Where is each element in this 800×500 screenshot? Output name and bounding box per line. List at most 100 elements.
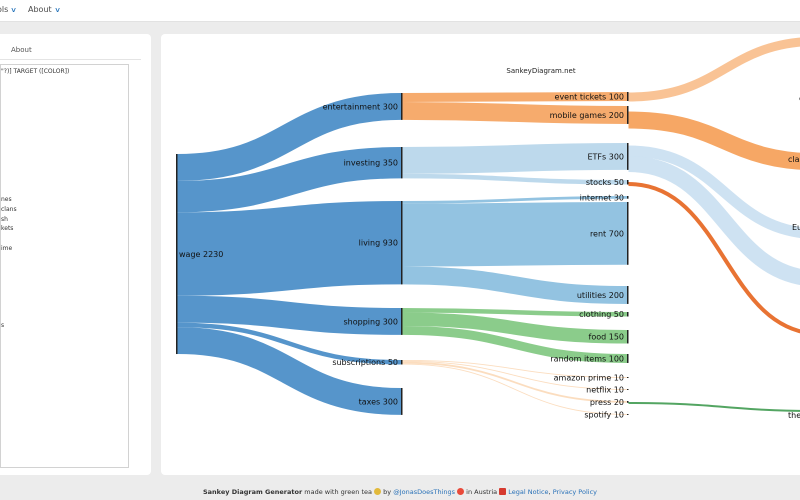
sankey-node-label: rent 700 [590, 229, 624, 238]
about-menu[interactable]: About ∨ [28, 5, 61, 14]
sankey-node-label: taxes 300 [359, 397, 398, 406]
sankey-node-label: random items 100 [550, 354, 624, 363]
sankey-node[interactable] [401, 147, 403, 179]
sankey-link[interactable] [402, 266, 628, 304]
sankey-node-label: the [788, 411, 800, 420]
footer-comma: , [548, 488, 551, 496]
sankey-links [177, 37, 800, 415]
sankey-node-label: shopping 300 [344, 317, 398, 326]
sankey-link[interactable] [177, 93, 402, 181]
sankey-node[interactable] [176, 154, 178, 355]
code-line: s [1, 322, 5, 329]
diagram-code-editor[interactable]: "?)] TARGET ([COLOR]) nes clans sh kets … [0, 64, 129, 468]
code-line: "?)] TARGET ([COLOR]) [1, 68, 70, 75]
sankey-link[interactable] [628, 145, 800, 238]
sankey-link[interactable] [402, 360, 628, 390]
sankey-node[interactable] [627, 106, 629, 124]
sankey-link[interactable] [177, 295, 402, 335]
sankey-link[interactable] [402, 173, 628, 185]
sankey-link[interactable] [177, 322, 402, 365]
sankey-node[interactable] [401, 93, 403, 120]
heart-eyes-icon [457, 488, 465, 495]
tab-about[interactable]: About [11, 46, 32, 54]
sankey-node[interactable] [627, 92, 629, 101]
diagram-title: SankeyDiagram.net [506, 67, 576, 75]
sankey-node[interactable] [401, 388, 403, 415]
sankey-node-label: amazon prime 10 [554, 374, 624, 383]
sankey-node[interactable] [401, 360, 403, 365]
sankey-node-label: mobile games 200 [550, 111, 624, 120]
sankey-node-label: netflix 10 [586, 386, 624, 395]
sankey-link[interactable] [402, 361, 628, 403]
sankey-link[interactable] [628, 37, 800, 102]
sankey-node-label: clas [788, 155, 800, 164]
sankey-node-label: press 20 [590, 398, 624, 407]
sankey-node[interactable] [627, 414, 629, 415]
sankey-node-label: living 930 [359, 239, 398, 248]
sankey-node-label: investing 350 [344, 159, 398, 168]
footer-by: by [383, 488, 392, 496]
sankey-link[interactable] [177, 200, 402, 296]
sankey-link[interactable] [402, 363, 628, 415]
sankey-link[interactable] [628, 402, 800, 412]
sankey-node[interactable] [627, 401, 629, 403]
sankey-link[interactable] [177, 327, 402, 415]
sankey-node[interactable] [627, 389, 629, 390]
sankey-link[interactable] [402, 196, 628, 204]
sankey-link[interactable] [402, 325, 628, 363]
sankey-link[interactable] [402, 143, 628, 174]
sankey-node-label: utilities 200 [577, 291, 624, 300]
sankey-node-label: event tickets 100 [555, 92, 624, 101]
code-line: kets [1, 225, 14, 232]
sankey-node[interactable] [627, 330, 629, 344]
sankey-node[interactable] [627, 180, 629, 185]
tab-divider [0, 59, 141, 60]
sankey-link[interactable] [177, 146, 402, 213]
sankey-link[interactable] [402, 101, 628, 124]
sankey-link[interactable] [628, 111, 800, 170]
sankey-link[interactable] [628, 156, 800, 285]
sankey-node[interactable] [627, 312, 629, 317]
top-navigation-bar: ols∨ About∨ [0, 0, 800, 22]
footer-made-with: made with green tea [304, 488, 372, 496]
sankey-node-label: internet 30 [580, 193, 624, 202]
sankey-node[interactable] [627, 143, 629, 170]
sankey-link[interactable] [402, 307, 628, 317]
legal-notice-link[interactable]: Legal Notice [508, 488, 549, 496]
privacy-policy-link[interactable]: Privacy Policy [552, 488, 598, 496]
tools-menu-label: ols [0, 5, 9, 14]
sankey-node[interactable] [627, 377, 629, 378]
sankey-node[interactable] [401, 308, 403, 335]
chevron-down-icon: ∨ [53, 6, 61, 14]
sankey-node[interactable] [627, 196, 629, 199]
sankey-nodes: wage 2230 entertainment 300 investing 350 l… [176, 92, 800, 420]
sankey-link[interactable] [628, 182, 800, 334]
about-menu-label: About [28, 5, 52, 14]
footer: Sankey Diagram Generator made with green… [0, 488, 800, 496]
sankey-node[interactable] [401, 201, 403, 285]
sankey-node-label: spotify 10 [584, 411, 624, 420]
code-line: sh [1, 216, 8, 223]
sankey-node-label: stocks 50 [586, 178, 624, 187]
author-link[interactable]: @JonasDoesThings [393, 488, 455, 496]
tea-icon [374, 488, 382, 495]
sankey-node-label: food 150 [589, 333, 625, 342]
sankey-node[interactable] [627, 202, 629, 265]
sankey-link[interactable] [402, 312, 628, 344]
sankey-node[interactable] [627, 286, 629, 304]
sankey-link[interactable] [402, 359, 628, 378]
sankey-link[interactable] [402, 92, 628, 102]
footer-in-austria: in Austria [466, 488, 498, 496]
sankey-diagram: wage 2230 entertainment 300 investing 350 l… [176, 37, 800, 420]
austria-flag-icon [499, 488, 507, 495]
code-line: nes [1, 196, 12, 203]
sankey-node[interactable] [627, 354, 629, 363]
sankey-node-label: subscriptions 50 [332, 358, 398, 367]
input-panel: About "?)] TARGET ([COLOR]) nes clans sh… [0, 34, 151, 475]
sankey-node-label: entertainment 300 [323, 102, 398, 111]
sankey-node-label: wage 2230 [179, 250, 223, 259]
footer-brand: Sankey Diagram Generator [202, 488, 303, 496]
tools-menu[interactable]: ols∨ [0, 5, 18, 14]
chevron-down-icon: ∨ [10, 6, 18, 14]
sankey-link[interactable] [402, 202, 628, 267]
